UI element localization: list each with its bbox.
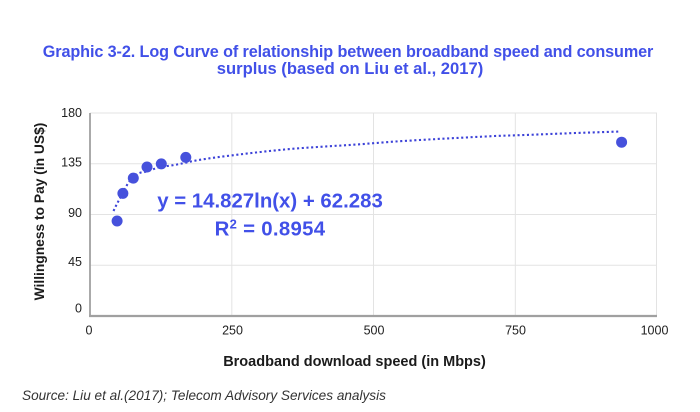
svg-text:y = 14.827ln(x) + 62.283: y = 14.827ln(x) + 62.283 [157,191,383,213]
svg-text:R2 = 0.8954: R2 = 0.8954 [215,216,326,241]
svg-text:180: 180 [61,106,82,120]
svg-text:500: 500 [364,324,385,338]
svg-text:750: 750 [505,324,526,338]
svg-text:90: 90 [68,206,82,220]
svg-text:135: 135 [61,156,82,170]
svg-text:Graphic 3-2. Log Curve of rela: Graphic 3-2. Log Curve of relationship b… [43,43,654,61]
svg-text:surplus (based on Liu et al.,: surplus (based on Liu et al., 2017) [217,59,484,78]
svg-text:Broadband download speed (in M: Broadband download speed (in Mbps) [223,354,486,370]
svg-text:250: 250 [222,324,243,338]
svg-text:45: 45 [68,255,82,269]
svg-text:0: 0 [75,302,82,316]
svg-text:Source: Liu et al.(2017); Tele: Source: Liu et al.(2017); Telecom Adviso… [22,388,386,403]
svg-text:0: 0 [86,324,93,338]
svg-text:Willingness to Pay (in US$): Willingness to Pay (in US$) [32,123,47,301]
svg-text:1000: 1000 [641,324,669,338]
